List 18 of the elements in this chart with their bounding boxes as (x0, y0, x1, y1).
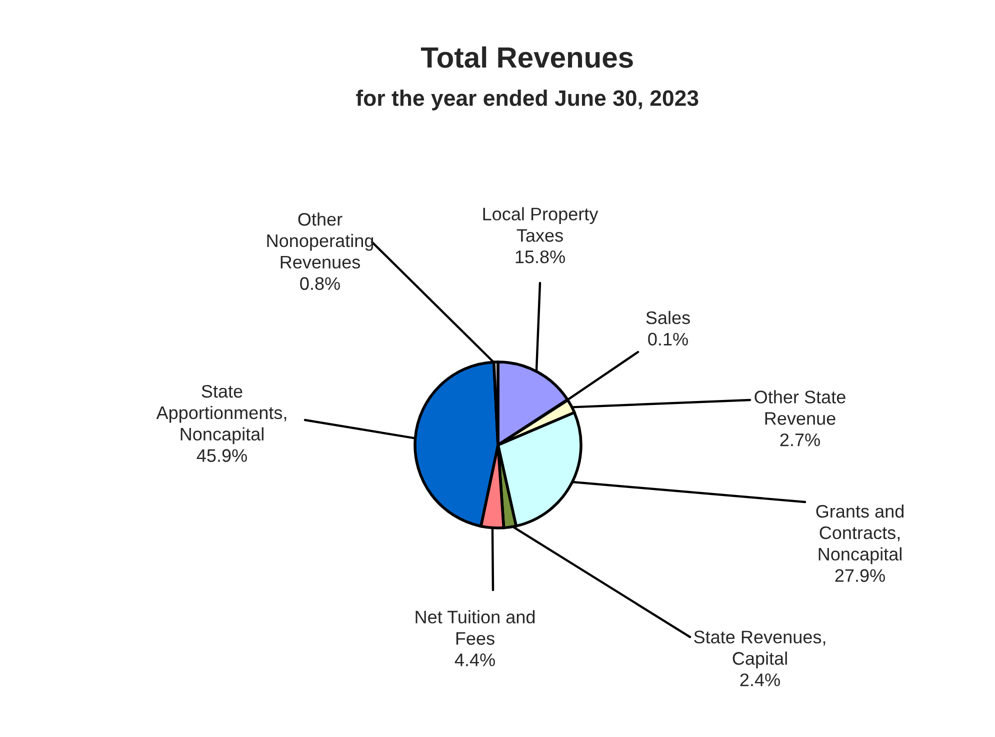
chart-subtitle: for the year ended June 30, 2023 (356, 90, 698, 110)
data-label: 0.8% (300, 277, 340, 290)
slice-label: Other Nonoperating Revenues (267, 212, 374, 269)
data-label: 2.4% (740, 673, 780, 686)
data-label: 2.7% (780, 433, 820, 446)
slice-label: State Revenues, Capital (694, 630, 826, 668)
slice-label: Grants and Contracts, Noncapital (816, 504, 904, 564)
data-label: 4.4% (454, 654, 495, 666)
data-label: 0.1% (648, 332, 688, 346)
slice-label: Sales (646, 310, 690, 324)
slice-label: State Apportionments, Noncapital (156, 384, 286, 444)
slice-label: Other State Revenue (754, 390, 846, 425)
slice-label: Local Property Taxes (483, 207, 598, 242)
data-label: 15.8% (516, 250, 565, 264)
data-label: 45.9% (196, 449, 247, 462)
chart-title: Total Revenues (420, 46, 633, 68)
data-label: 27.9% (835, 569, 885, 582)
slice-label: Net Tuition and Fees (416, 610, 535, 645)
